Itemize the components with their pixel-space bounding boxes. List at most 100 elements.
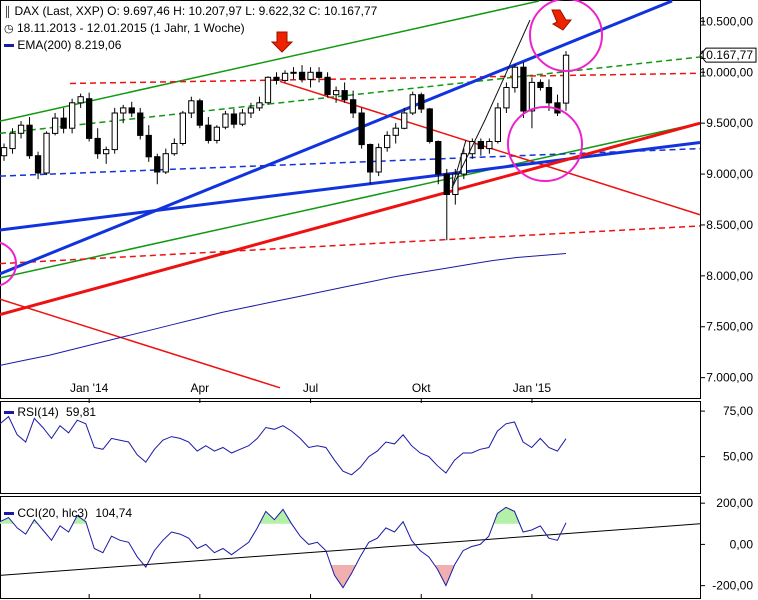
candle	[469, 138, 476, 159]
candle	[520, 62, 527, 119]
candle	[418, 92, 425, 113]
candle-body-down	[341, 90, 348, 101]
candle	[128, 101, 135, 118]
candle-body-down	[205, 124, 212, 141]
rsi-panel	[0, 401, 701, 494]
candle-body-up	[162, 153, 169, 173]
candle-body-down	[86, 98, 93, 139]
rsi-layer: 75,00 50,00	[0, 404, 753, 476]
candle	[367, 143, 374, 185]
candle	[103, 146, 110, 164]
wedge-line	[451, 139, 467, 189]
candle	[401, 107, 408, 130]
candle	[375, 143, 382, 177]
candle	[281, 70, 289, 83]
candle-body-up	[222, 113, 229, 128]
arrow-down-icon	[270, 31, 294, 53]
candle-body-down	[520, 66, 527, 112]
x-tick-label: Jan '14	[70, 381, 109, 395]
candle-body-up	[392, 127, 399, 136]
candle-body-up	[469, 141, 476, 155]
y-tick-label: 9.500,00	[706, 116, 753, 130]
candle	[247, 102, 255, 119]
candle	[384, 131, 391, 152]
axis-layer: 10.500,00 10.000,00 9.500,00 9.000,00 8.500,…	[70, 14, 757, 599]
highlight-circle-top-right	[529, 0, 603, 72]
cci-trendline	[0, 523, 701, 576]
candle-body-down	[418, 94, 425, 110]
candle	[239, 108, 246, 127]
candle	[477, 138, 485, 156]
highlight-circle-left	[0, 241, 17, 287]
candle	[528, 77, 536, 129]
candle-body-up	[290, 71, 297, 74]
candle-body-up	[239, 112, 246, 125]
x-tick-label: Okt	[412, 381, 431, 395]
candle	[333, 86, 340, 103]
candle-body-up	[103, 149, 110, 155]
candle	[341, 82, 348, 103]
y-tick-label: 10.500,00	[700, 14, 754, 28]
candle-body-down	[60, 117, 67, 129]
candle-body-down	[196, 100, 203, 126]
candle-body-down	[545, 87, 553, 104]
trendline-green_dashed	[0, 56, 701, 135]
trendline-red_dashed_lower	[0, 225, 701, 265]
cci-legend-icon	[4, 512, 14, 516]
candle	[120, 104, 127, 124]
candle	[52, 112, 59, 136]
candle	[562, 51, 570, 111]
y-tick-label: 8.500,00	[706, 218, 753, 232]
candle-body-up	[307, 71, 314, 80]
candle	[137, 107, 144, 140]
rsi-title: RSI(14)	[17, 405, 59, 419]
candle	[9, 128, 16, 154]
candle-body-up	[9, 132, 16, 150]
candle	[60, 107, 67, 134]
candle-body-up	[120, 107, 127, 114]
cci-oversold-area	[144, 565, 455, 588]
cci-tick-label: -200,00	[712, 579, 753, 593]
last-price-tag	[699, 47, 757, 63]
candle	[162, 148, 169, 175]
trendline-blue_steep	[0, 0, 673, 276]
candle-body-up	[264, 76, 272, 104]
candle	[69, 98, 76, 134]
cci-tick-label: 200,00	[716, 496, 753, 510]
candle-body-down	[26, 124, 33, 157]
candle-body-down	[273, 76, 280, 81]
candle	[290, 67, 297, 80]
candle	[409, 91, 416, 116]
candle-body-up	[111, 112, 118, 151]
candle-body-down	[137, 112, 144, 136]
candle	[554, 94, 561, 117]
cci-line	[0, 506, 567, 589]
trendline-red_falling	[0, 298, 281, 389]
candle-body-down	[324, 76, 331, 96]
candle-body-up	[503, 87, 510, 109]
candle	[230, 108, 238, 129]
cci-panel	[0, 496, 701, 599]
candle-body-up	[375, 147, 382, 173]
candle-body-up	[256, 102, 263, 109]
x-tick-label: Jan '15	[513, 381, 552, 395]
candle	[145, 125, 152, 162]
rsi-tick-label: 75,00	[723, 404, 753, 418]
rsi-legend-icon	[4, 411, 14, 415]
candle	[494, 102, 502, 144]
candle-body-up	[511, 66, 519, 89]
x-tick-label: Apr	[191, 381, 210, 395]
cci-tick-label: 0,00	[730, 537, 754, 551]
candle-body-up	[494, 107, 502, 142]
candle-body-down	[128, 107, 135, 114]
x-tick-label: Jul	[303, 381, 318, 395]
candle	[43, 131, 50, 176]
candle-body-down	[443, 173, 450, 196]
candle	[511, 64, 519, 93]
rsi-header: RSI(14) 59,81	[4, 405, 96, 419]
candle	[26, 117, 33, 159]
range-header: ◷ 18.11.2013 - 12.01.2015 (1 Jahr, 1 Woc…	[4, 21, 245, 35]
price-panel	[0, 0, 701, 399]
cci-header: CCI(20, hlc3) 104,74	[4, 506, 132, 520]
candle	[77, 93, 84, 108]
